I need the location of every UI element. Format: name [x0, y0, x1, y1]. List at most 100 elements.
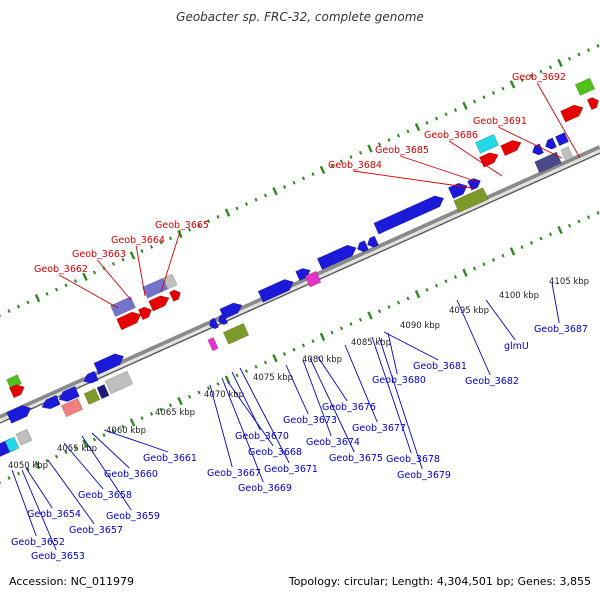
tick-mark — [224, 375, 231, 384]
gene-feature — [6, 405, 32, 424]
gene-feature — [209, 317, 220, 330]
bottom-gene-label: Geob_3654 — [27, 509, 81, 520]
top-gene-label: Geob_3691 — [473, 116, 527, 127]
gene-feature — [560, 146, 574, 162]
tick-mark — [414, 122, 421, 132]
tick-mark — [64, 450, 68, 455]
tick-mark — [586, 215, 591, 220]
leader-line — [400, 155, 479, 183]
leader-line — [63, 442, 104, 490]
tick-mark — [235, 373, 239, 378]
kbp-label: 4105 kbp — [549, 277, 589, 287]
leader-line — [91, 432, 130, 469]
kbp-scale-labels: 4050 kbp 4055 kbp 4060 kbp 4065 kbp 4070 kbp… — [8, 277, 589, 471]
tick-mark — [311, 339, 315, 344]
tick-mark — [319, 332, 326, 342]
tick-mark — [129, 251, 136, 260]
tick-mark — [102, 433, 106, 438]
tick-mark — [396, 133, 401, 138]
tick-mark — [406, 296, 410, 301]
gene-feature — [534, 151, 562, 174]
gene-feature — [295, 268, 311, 281]
top-gene-label: Geob_3665 — [155, 220, 209, 231]
tick-mark — [16, 304, 21, 309]
tick-mark — [159, 240, 163, 245]
tick-mark — [301, 343, 306, 348]
gene-feature — [60, 398, 84, 418]
gene-feature — [218, 313, 229, 326]
kbp-label: 4070 kbp — [204, 390, 244, 400]
tick-mark — [7, 476, 11, 480]
tick-mark — [472, 266, 477, 271]
kbp-label: 4060 kbp — [106, 426, 146, 436]
tick-mark — [26, 467, 30, 472]
tick-mark — [462, 101, 468, 110]
leader-line — [498, 126, 563, 159]
kbp-label: 4090 kbp — [400, 321, 440, 331]
tick-mark — [311, 172, 315, 177]
gene-feature — [96, 384, 110, 400]
gene-feature — [58, 385, 80, 402]
gene-feature — [142, 277, 168, 299]
tick-mark — [216, 382, 220, 386]
tick-mark — [187, 227, 192, 232]
gene-feature — [257, 279, 294, 303]
tick-mark — [567, 56, 572, 61]
tick-mark — [206, 386, 211, 391]
tick-mark — [539, 69, 543, 74]
gene-feature — [586, 97, 599, 111]
tick-mark — [159, 407, 163, 412]
tick-mark — [377, 309, 382, 314]
tick-mark — [121, 424, 125, 429]
gene-feature — [93, 353, 125, 375]
tick-mark — [453, 275, 458, 279]
leader-line — [302, 359, 332, 437]
top-gene-label: Geob_3664 — [111, 235, 165, 246]
tick-mark — [425, 287, 429, 292]
kbp-label: 4055 kbp — [57, 444, 97, 454]
tick-mark — [301, 176, 306, 181]
top-gene-labels: Geob_3662 Geob_3663 Geob_3664 Geob_3665 Geob… — [34, 72, 581, 309]
tick-mark — [121, 257, 125, 262]
tick-mark — [216, 215, 220, 219]
tick-mark — [177, 396, 183, 406]
kbp-label: 4075 kbp — [253, 373, 293, 383]
tick-mark — [548, 232, 553, 237]
tick-mark — [45, 291, 49, 296]
bottom-gene-label: Geob_3660 — [104, 469, 158, 480]
top-gene-label: Geob_3684 — [328, 160, 382, 171]
leader-line — [25, 467, 53, 509]
tick-mark — [282, 185, 287, 189]
leader-line — [536, 82, 581, 159]
gene-feature — [169, 289, 181, 302]
tick-mark — [358, 317, 363, 322]
leader-line — [317, 356, 348, 402]
leader-line — [387, 332, 398, 375]
kbp-label: 4065 kbp — [155, 408, 195, 418]
tick-mark — [596, 44, 600, 48]
tick-mark — [272, 187, 278, 196]
bottom-gene-label: Geob_3661 — [143, 453, 197, 464]
tick-mark — [529, 240, 534, 245]
tick-mark — [34, 293, 41, 303]
top-gene-label: Geob_3685 — [375, 145, 429, 156]
leader-line — [21, 469, 57, 551]
leader-line — [383, 331, 439, 361]
leader-line — [239, 367, 290, 464]
tick-mark — [82, 272, 88, 281]
tick-mark — [73, 446, 78, 450]
top-gene-label: Geob_3662 — [34, 264, 88, 275]
tick-mark — [557, 58, 563, 68]
tick-mark — [82, 439, 88, 448]
gene-feature — [137, 306, 152, 321]
leader-line — [285, 364, 309, 415]
leader-line — [344, 344, 378, 423]
gene-feature — [304, 270, 322, 288]
tick-mark — [501, 253, 505, 258]
tick-mark — [54, 454, 59, 459]
tick-mark — [501, 86, 505, 91]
gene-feature — [9, 384, 25, 399]
tick-mark — [548, 65, 553, 70]
tick-mark — [414, 289, 421, 299]
